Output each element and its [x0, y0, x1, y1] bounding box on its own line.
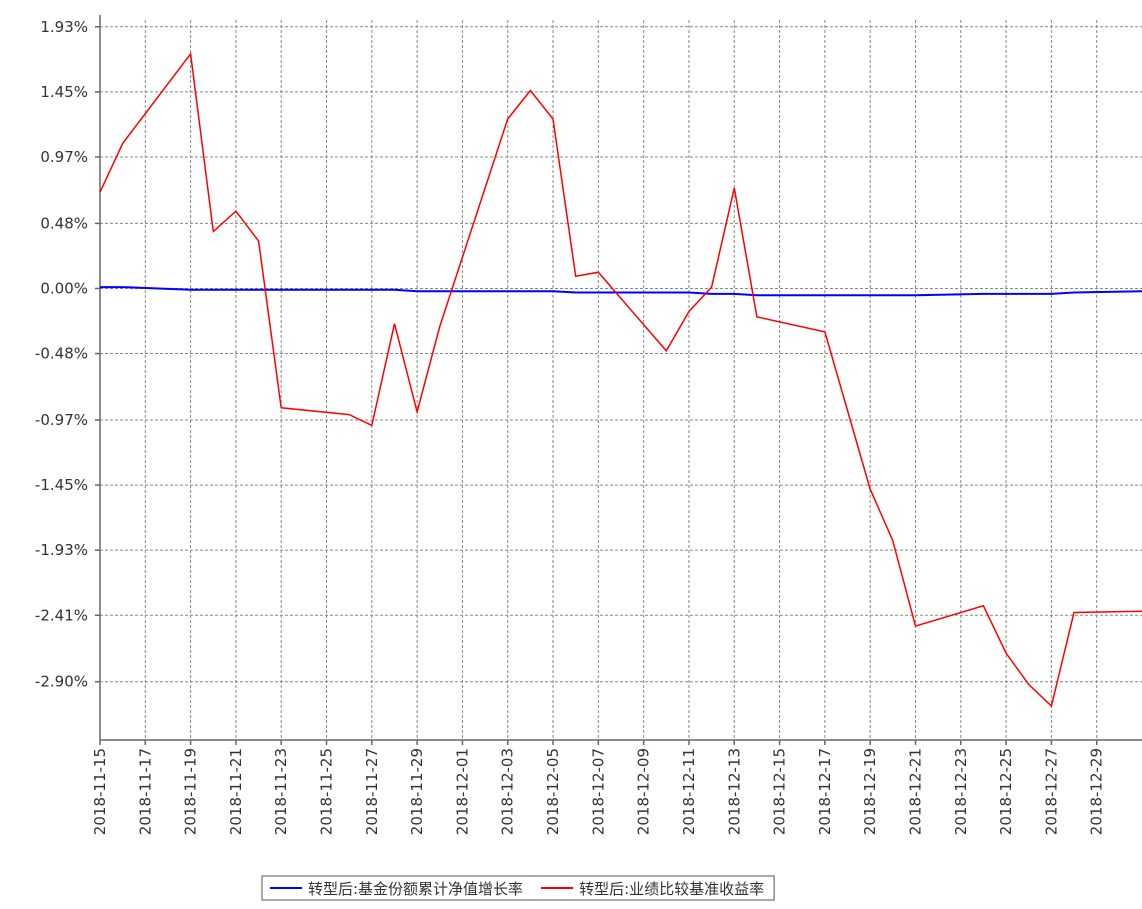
y-tick-label: -0.97% — [35, 411, 88, 429]
x-tick-label: 2018-11-21 — [227, 748, 245, 835]
legend-label: 转型后:业绩比较基准收益率 — [579, 880, 764, 898]
y-tick-label: -1.45% — [35, 476, 88, 494]
x-tick-label: 2018-11-25 — [318, 748, 336, 835]
y-tick-label: 1.45% — [40, 83, 88, 101]
x-tick-label: 2018-12-27 — [1042, 748, 1060, 835]
x-tick-label: 2018-11-23 — [272, 748, 290, 835]
x-tick-label: 2018-11-15 — [91, 748, 109, 835]
y-tick-label: -2.90% — [35, 673, 88, 691]
legend-label: 转型后:基金份额累计净值增长率 — [308, 880, 523, 898]
y-tick-label: -1.93% — [35, 541, 88, 559]
x-tick-label: 2018-11-29 — [408, 748, 426, 835]
x-tick-label: 2018-11-19 — [182, 748, 200, 835]
y-tick-label: 0.97% — [40, 148, 88, 166]
x-tick-label: 2018-12-25 — [997, 748, 1015, 835]
x-tick-label: 2018-12-29 — [1088, 748, 1106, 835]
series-line — [100, 286, 1142, 297]
legend-box — [261, 875, 775, 901]
x-tick-label: 2018-12-21 — [906, 748, 924, 835]
legend: 转型后:基金份额累计净值增长率 转型后:业绩比较基准收益率 — [261, 875, 775, 901]
x-tick-label: 2018-11-27 — [363, 748, 381, 835]
x-tick-label: 2018-11-17 — [136, 748, 154, 835]
y-tick-label: 1.93% — [40, 18, 88, 36]
y-tick-label: -2.41% — [35, 606, 88, 624]
x-tick-label: 2018-12-11 — [680, 748, 698, 835]
x-tick-label: 2018-12-19 — [861, 748, 879, 835]
x-tick-label: 2018-12-17 — [816, 748, 834, 835]
y-tick-label: 0.48% — [40, 214, 88, 232]
series-line — [99, 51, 1142, 708]
x-tick-label: 2018-12-23 — [952, 748, 970, 835]
x-tick-label: 2018-12-05 — [544, 748, 562, 835]
x-tick-label: 2018-12-01 — [453, 748, 471, 835]
x-tick-label: 2018-12-09 — [635, 748, 653, 835]
y-tick-label: 0.00% — [40, 279, 88, 297]
x-tick-label: 2018-12-15 — [771, 748, 789, 835]
x-tick-label: 2018-12-13 — [725, 748, 743, 835]
x-tick-label: 2018-12-03 — [499, 748, 517, 835]
y-tick-label: -0.48% — [35, 345, 88, 363]
x-tick-label: 2018-12-07 — [589, 748, 607, 835]
